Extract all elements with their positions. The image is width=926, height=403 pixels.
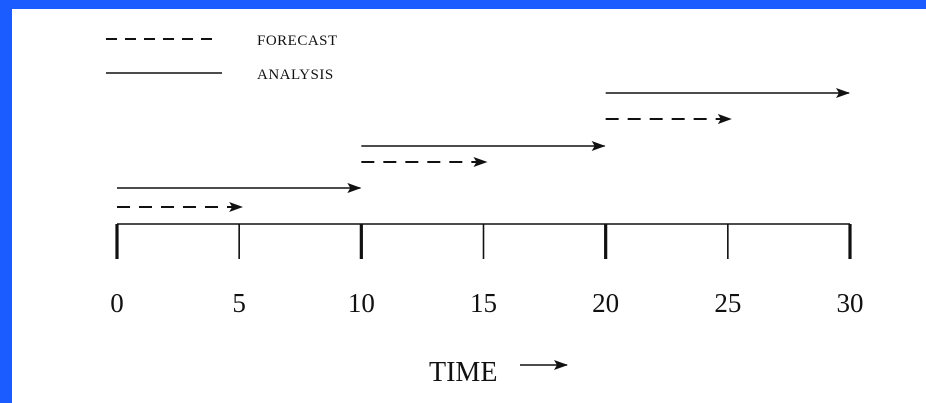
- axis-tick-label: 5: [232, 288, 246, 318]
- axis-tick-label: 25: [714, 288, 741, 318]
- axis-tick-label: 20: [592, 288, 619, 318]
- axis-title-label: TIME: [429, 357, 497, 388]
- legend: FORECAST ANALYSIS: [106, 33, 338, 83]
- axis-tick-label: 10: [348, 288, 375, 318]
- forecast-arrows: [117, 114, 732, 212]
- analysis-arrows: [117, 88, 850, 193]
- axis-tick-label: 30: [837, 288, 864, 318]
- timeline-diagram: FORECAST ANALYSIS 0 5 10 15 20 25 30 TIME: [106, 33, 864, 388]
- axis-tick-label: 0: [110, 288, 124, 318]
- axis-tick-label: 15: [470, 288, 497, 318]
- axis-title: TIME: [429, 357, 568, 388]
- diagram-canvas: FORECAST ANALYSIS 0 5 10 15 20 25 30 TIME: [12, 9, 926, 403]
- legend-forecast-label: FORECAST: [257, 33, 338, 49]
- axis-ticks: 0 5 10 15 20 25 30: [110, 224, 864, 318]
- legend-analysis-label: ANALYSIS: [257, 67, 334, 83]
